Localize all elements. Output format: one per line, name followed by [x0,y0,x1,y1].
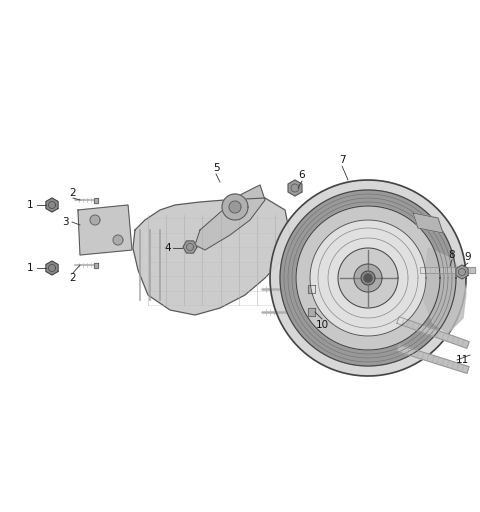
Polygon shape [354,264,382,292]
Polygon shape [338,248,398,308]
Polygon shape [413,213,443,233]
Polygon shape [397,317,469,348]
Polygon shape [229,201,241,213]
Polygon shape [364,274,372,282]
Polygon shape [78,205,132,255]
Polygon shape [445,267,475,273]
Polygon shape [183,241,197,253]
Text: 2: 2 [70,188,76,198]
Text: 2: 2 [70,273,76,283]
Polygon shape [361,271,375,285]
Text: 4: 4 [165,243,171,253]
Polygon shape [46,198,58,212]
Polygon shape [113,235,123,245]
Text: 1: 1 [27,263,33,273]
Text: 8: 8 [449,250,456,260]
Text: 9: 9 [465,252,471,262]
Text: 10: 10 [315,320,329,330]
Polygon shape [94,198,98,203]
Text: 5: 5 [213,163,219,173]
Polygon shape [423,248,466,333]
Polygon shape [90,215,100,225]
Polygon shape [133,198,290,315]
Polygon shape [420,267,445,273]
Polygon shape [280,190,456,366]
Polygon shape [195,185,265,250]
Polygon shape [288,180,302,196]
Text: 6: 6 [299,170,305,180]
Text: 3: 3 [62,217,68,227]
Text: 1: 1 [27,200,33,210]
Polygon shape [308,308,315,316]
Polygon shape [270,180,466,376]
Polygon shape [222,194,248,220]
Polygon shape [310,220,426,336]
Polygon shape [296,206,440,350]
Polygon shape [456,265,468,279]
Polygon shape [94,263,98,267]
Polygon shape [296,206,440,350]
Text: 7: 7 [339,155,345,165]
Polygon shape [308,285,315,293]
Polygon shape [46,261,58,275]
Polygon shape [397,345,469,373]
Text: 11: 11 [456,355,468,365]
